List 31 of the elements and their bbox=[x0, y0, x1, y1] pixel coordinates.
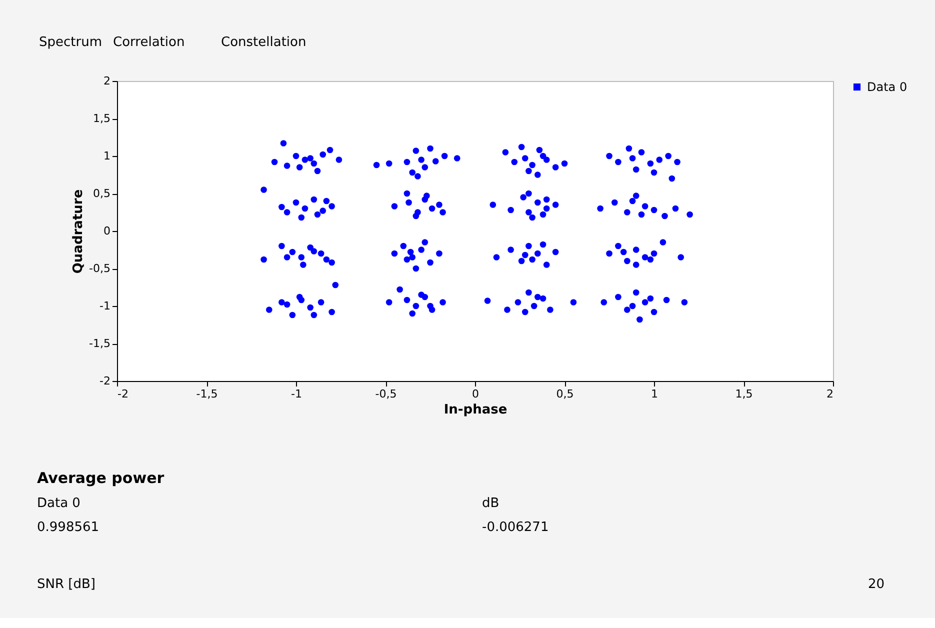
y-tick-label: 0 bbox=[104, 224, 110, 238]
x-tick-label: -1 bbox=[291, 388, 302, 400]
x-tick-label: 1 bbox=[651, 388, 658, 400]
y-tick-label: -2 bbox=[100, 374, 110, 388]
text: 0.998561 bbox=[37, 520, 100, 535]
x-tick-label: 1,5 bbox=[735, 388, 753, 400]
x-tick-label: -1,5 bbox=[196, 388, 218, 400]
text: Correlation bbox=[113, 35, 185, 50]
text: Average power bbox=[37, 469, 165, 487]
y-axis-title: Quadrature bbox=[71, 189, 86, 274]
x-tick-label: 2 bbox=[826, 388, 834, 400]
text: -0.006271 bbox=[482, 520, 549, 535]
text: 20 bbox=[868, 577, 885, 592]
legend-label: Data 0 bbox=[867, 80, 908, 94]
y-tick-label: 1,5 bbox=[93, 112, 110, 125]
text: dB bbox=[482, 496, 500, 511]
text: SNR [dB] bbox=[37, 577, 96, 592]
x-tick-label: -0,5 bbox=[375, 388, 397, 400]
y-tick-label: -0,5 bbox=[89, 262, 110, 275]
text: Spectrum bbox=[39, 35, 102, 50]
text: Constellation bbox=[221, 35, 306, 50]
y-tick-label: 2 bbox=[104, 74, 110, 88]
x-tick-label: 0 bbox=[472, 388, 479, 400]
y-tick-label: 0,5 bbox=[93, 187, 110, 200]
x-tick-label: -2 bbox=[118, 388, 128, 400]
x-tick-label: 0,5 bbox=[556, 388, 574, 400]
y-tick-label: 1 bbox=[104, 150, 110, 162]
x-axis-title: In-phase bbox=[444, 402, 508, 418]
y-tick-label: -1,5 bbox=[89, 337, 110, 350]
y-tick-label: -1 bbox=[100, 300, 110, 312]
text: Data 0 bbox=[37, 496, 80, 511]
